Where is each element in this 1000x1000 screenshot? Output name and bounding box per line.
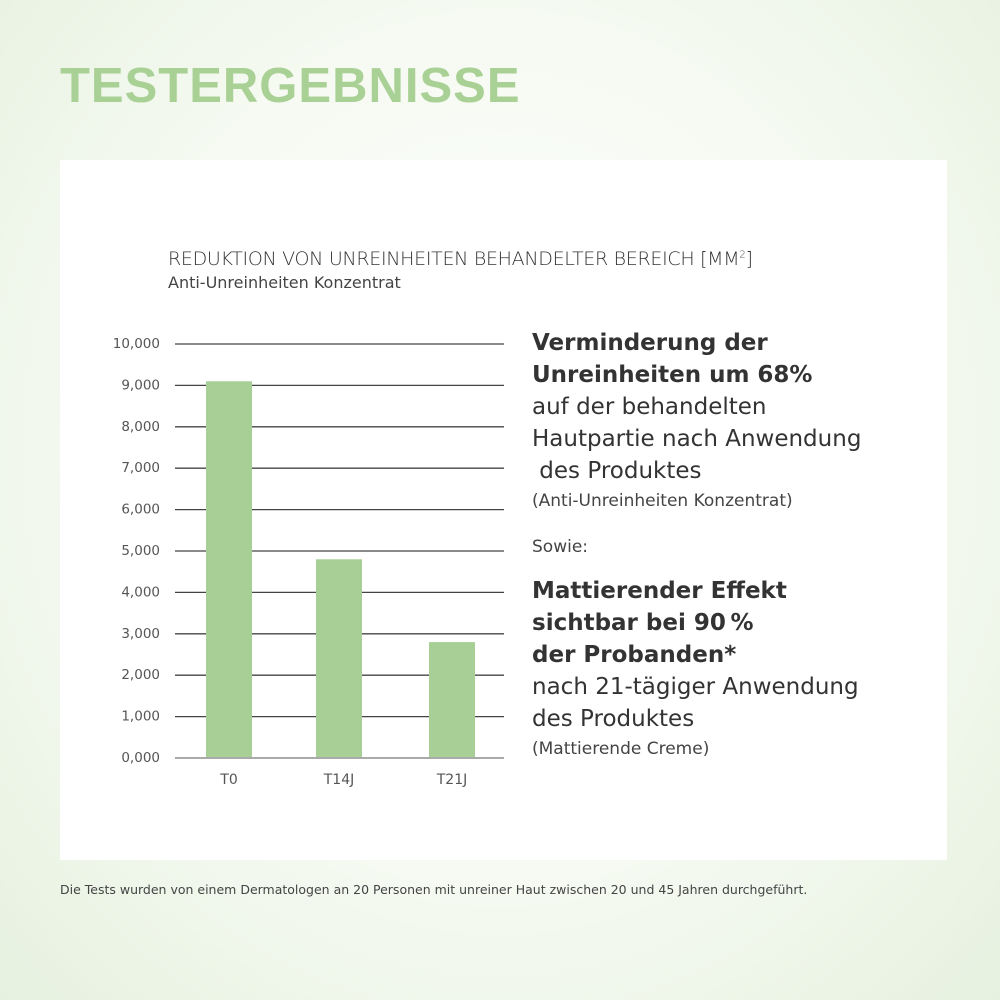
footnote: Die Tests wurden von einem Dermatologen … xyxy=(60,882,808,897)
y-tick-label: 4,000 xyxy=(121,584,160,600)
body-line: des Produktes xyxy=(532,458,702,484)
body-line: auf der behandelten xyxy=(532,394,767,420)
y-tick-label: 6,000 xyxy=(121,502,160,518)
headline-line: sichtbar bei 90 % xyxy=(532,610,754,636)
note: (Anti-Unreinheiten Konzentrat) xyxy=(532,491,793,511)
y-tick-label: 0,000 xyxy=(121,750,160,766)
result-text-1: Verminderung der Unreinheiten um 68% auf… xyxy=(532,327,861,515)
chart-subtitle: Anti-Unreinheiten Konzentrat xyxy=(168,273,401,292)
y-tick-label: 1,000 xyxy=(121,709,160,725)
note: (Mattierende Creme) xyxy=(532,739,710,759)
y-tick-label: 2,000 xyxy=(121,667,160,683)
y-tick-label: 9,000 xyxy=(121,377,160,393)
body-line: Hautpartie nach Anwendung xyxy=(532,426,862,452)
y-tick-label: 8,000 xyxy=(121,419,160,435)
headline-line: Mattierender Effekt xyxy=(532,578,787,604)
y-tick-label: 10,000 xyxy=(113,336,160,352)
y-tick-label: 7,000 xyxy=(121,460,160,476)
bar-t21j xyxy=(429,642,475,757)
headline-line: Verminderung der xyxy=(532,330,768,356)
x-tick-label: T14J xyxy=(323,772,355,788)
headline-line: der Probanden* xyxy=(532,642,737,668)
bar-t0 xyxy=(206,381,252,757)
bar-t14j xyxy=(316,559,362,757)
y-tick-label: 5,000 xyxy=(121,543,160,559)
result-text-2: Mattierender Effekt sichtbar bei 90 % de… xyxy=(532,575,859,763)
chart-title: REDUKTION VON UNREINHEITEN BEHANDELTER B… xyxy=(168,248,753,270)
headline-line: Unreinheiten um 68% xyxy=(532,362,813,388)
page-title: TESTERGEBNISSE xyxy=(60,59,521,113)
sowie-label: Sowie: xyxy=(532,537,589,557)
x-tick-label: T0 xyxy=(219,772,237,788)
x-tick-label: T21J xyxy=(436,772,468,788)
body-line: nach 21-tägiger Anwendung xyxy=(532,674,859,700)
body-line: des Produktes xyxy=(532,706,695,732)
y-tick-label: 3,000 xyxy=(121,626,160,642)
